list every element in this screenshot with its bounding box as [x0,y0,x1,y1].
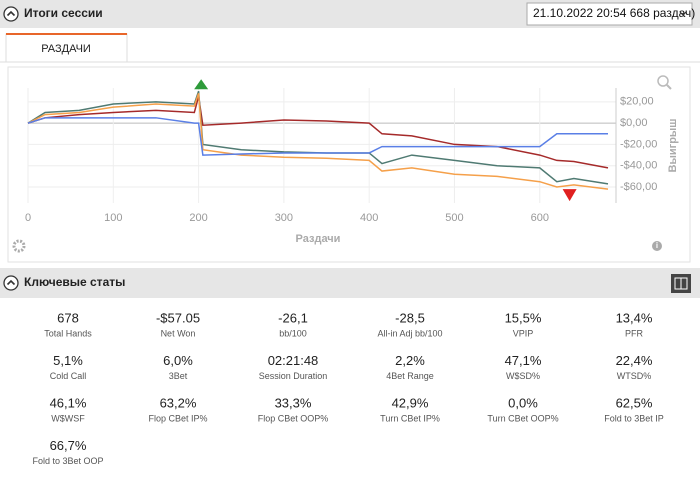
stat-value: 0,0% [508,395,538,410]
stat-label: Net Won [161,328,196,338]
stats-grid: 678 Total Hands -$57.05 Net Won -26,1 bb/100 -… [32,310,663,465]
stat-value: -26,1 [278,310,308,325]
plot: $20,00 $0,00 -$20,00 -$40,00 -$60,00 0 100 200 3… [25,79,679,245]
stat-label: VPIP [513,328,534,338]
stat-value: 678 [57,310,79,325]
stat-value: 66,7% [50,438,87,453]
y-tick-label: -$60,00 [620,181,657,193]
info-glyph: i [656,241,658,250]
stat-value: 46,1% [50,395,87,410]
stat-value: 6,0% [163,353,193,368]
stats-bar [0,268,700,298]
x-tick-label: 0 [25,212,31,224]
stat-label: Turn CBet OOP% [487,413,558,423]
stat-label: 4Bet Range [386,371,434,381]
collapse-button[interactable] [3,275,19,291]
settings-icon[interactable] [12,239,26,253]
y-tick-label: $20,00 [620,96,654,108]
stat-label: 3Bet [169,371,188,381]
dropdown-arrow [679,11,687,16]
stat-label: Cold Call [50,371,87,381]
stat-value: 2,2% [395,353,425,368]
stat-value: 33,3% [275,395,312,410]
stat-value: 13,4% [616,310,653,325]
stat-label: WTSD% [617,371,652,381]
collapse-button[interactable] [3,6,19,22]
stat-value: 42,9% [392,395,429,410]
x-tick-label: 300 [275,212,293,224]
x-tick-label: 400 [360,212,378,224]
tab-indicator [6,33,127,35]
session-text: 21.10.2022 20:54 668 раздач) [533,6,695,20]
collapse-icon [6,279,16,286]
stat-value: 5,1% [53,353,83,368]
series-line [27,96,609,169]
marker [194,79,209,90]
stat-label: All-in Adj bb/100 [377,328,442,338]
marker [562,189,577,202]
stat-label: Fold to 3Bet OOP [32,456,103,466]
stat-value: 63,2% [160,395,197,410]
collapse-icon [6,10,16,17]
series-line [27,93,609,190]
stat-label: Flop CBet IP% [148,413,207,423]
x-tick-label: 500 [445,212,463,224]
stat-value: -28,5 [395,310,425,325]
stat-label: Total Hands [44,328,92,338]
stat-value: 22,4% [616,353,653,368]
zoom-handle [666,84,672,90]
y-axis-label: Выигрыш [667,119,679,173]
stats-title: Ключевые статы [24,275,125,289]
y-tick-label: -$40,00 [620,160,657,172]
series-line [27,117,608,156]
x-tick-label: 200 [189,212,207,224]
stat-label: Fold to 3Bet IP [604,413,664,423]
chart-box [7,66,691,263]
tab-label: РАЗДАЧИ [41,43,91,55]
stat-label: Turn CBet IP% [380,413,440,423]
stat-label: Session Duration [259,371,328,381]
x-axis-label: Раздачи [296,233,341,245]
zoom-icon[interactable] [657,75,669,87]
stat-label: PFR [625,328,644,338]
stat-label: bb/100 [279,328,307,338]
stat-label: W$SD% [506,371,540,381]
tab[interactable] [5,33,128,63]
stat-value: 15,5% [505,310,542,325]
stat-value: 02:21:48 [268,353,319,368]
y-tick-label: -$20,00 [620,138,657,150]
y-tick-label: $0,00 [620,117,648,129]
header-title: Итоги сессии [24,6,103,20]
stat-label: W$WSF [51,413,85,423]
x-tick-label: 600 [531,212,549,224]
stat-value: -$57.05 [156,310,200,325]
session-dropdown[interactable] [526,2,693,26]
x-tick-label: 100 [104,212,122,224]
stat-label: Flop CBet OOP% [258,413,329,423]
stat-value: 47,1% [505,353,542,368]
info-icon[interactable] [652,241,662,251]
stat-value: 62,5% [616,395,653,410]
